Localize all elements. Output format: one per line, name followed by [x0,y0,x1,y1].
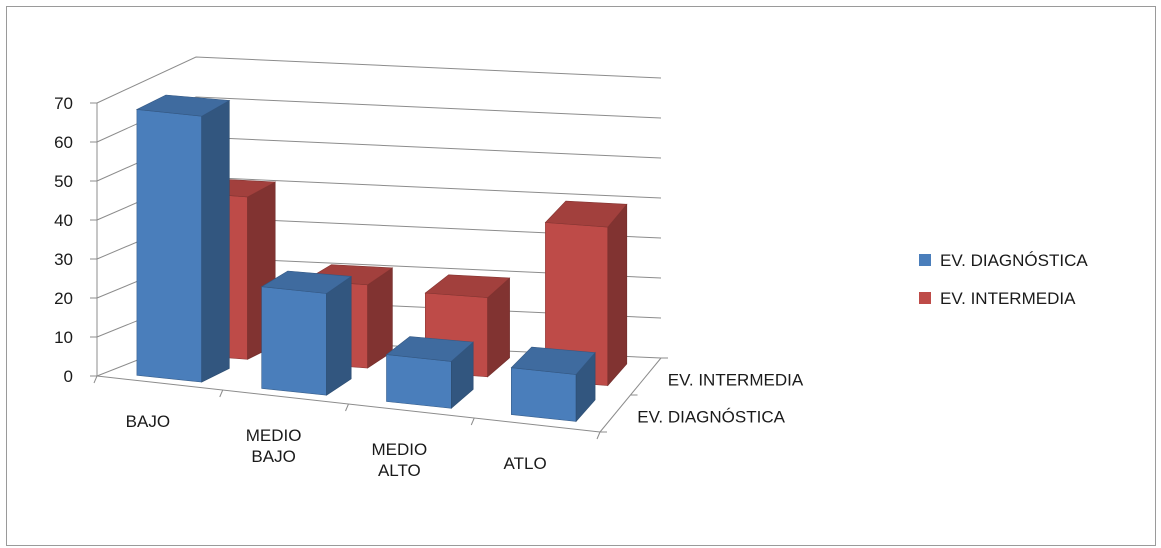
x-tick-mark [470,417,475,426]
y-tick-label: 60 [54,133,73,152]
axes [90,102,668,440]
bar-0-0 [135,94,231,383]
depth-tick-labels: EV. DIAGNÓSTICA EV. INTERMEDIA [637,371,804,427]
y-tick-label: 70 [54,94,73,113]
x-tick-labels: BAJO MEDIO BAJO MEDIO ALTO ATLO [126,412,547,480]
bar-0-1 [260,270,353,396]
x-tick-label: ATLO [504,454,547,473]
x-tick-mark [345,403,349,412]
bar-0-3 [510,346,596,423]
x-tick-mark [596,431,601,440]
legend-label: EV. INTERMEDIA [940,289,1076,308]
legend-swatch [919,292,931,304]
x-tick-label: BAJO [126,412,170,431]
bars [135,94,628,423]
x-tick-mark [93,375,98,384]
bar-1-3 [544,200,628,387]
gridline-70 [96,56,662,104]
legend-swatch [919,254,931,266]
legend-label: EV. DIAGNÓSTICA [940,251,1088,270]
x-tick-label: MEDIO ALTO [372,440,428,480]
x-tick-mark [219,389,224,398]
x-tick-label: MEDIO BAJO [246,426,302,466]
y-tick-label: 10 [54,328,73,347]
gridline-60 [96,96,662,143]
depth-tick-label: EV. INTERMEDIA [668,371,804,390]
depth-tick-label: EV. DIAGNÓSTICA [637,408,785,427]
y-tick-label: 0 [64,367,73,386]
y-tick-labels: 0 10 20 30 40 50 60 70 [54,94,73,386]
legend: EV. DIAGNÓSTICA EV. INTERMEDIA [919,251,1088,308]
y-tick-label: 30 [54,250,73,269]
bar-0-2 [385,336,474,409]
y-tick-label: 40 [54,211,73,230]
y-tick-label: 20 [54,289,73,308]
y-tick-label: 50 [54,172,73,191]
